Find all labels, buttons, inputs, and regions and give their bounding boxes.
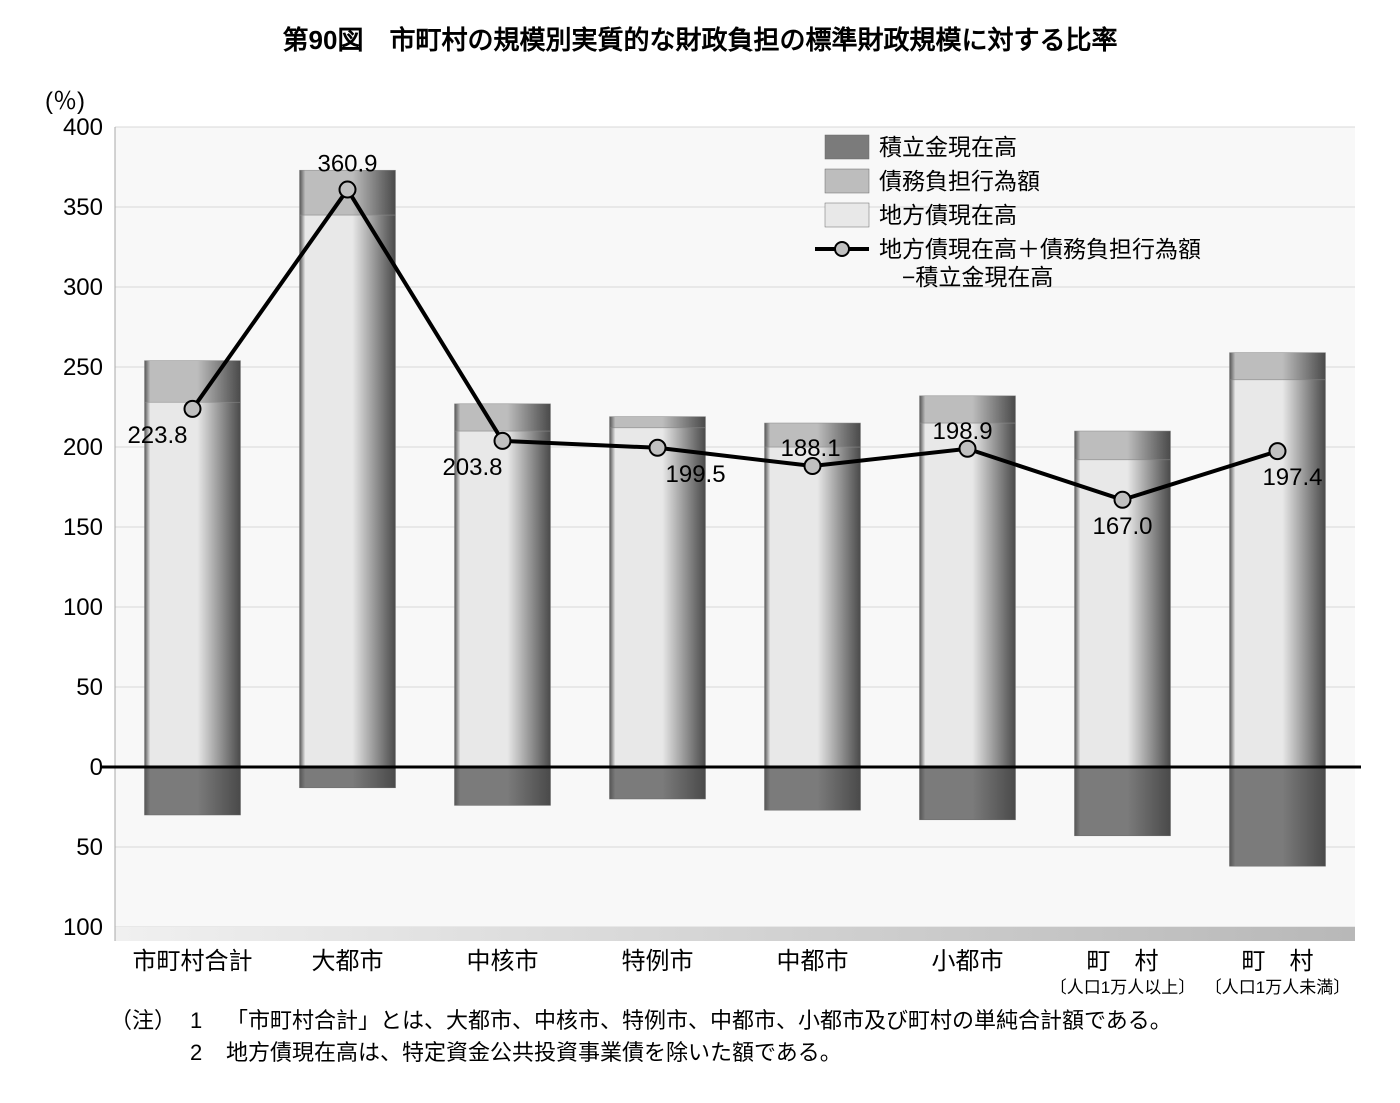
category-label: 中都市 [777,948,849,975]
bar-reserve [455,767,551,805]
svg-text:400: 400 [63,114,103,141]
line-value-label: 198.9 [933,418,993,445]
category-label: 特例市 [622,948,694,975]
bar-debt-commit [1230,353,1326,380]
category-label: 大都市 [312,948,384,975]
bar-reserve [1230,767,1326,866]
category-label: 小都市 [932,948,1004,975]
chart-plot: 400 350 300 250 200 150 100 50 0 50 100 (％) 223.8 360… [20,67,1380,997]
category-label: 中核市 [467,948,539,975]
bar-local-bonds [300,215,396,767]
line-marker [650,440,666,456]
line-value-label: 203.8 [442,454,502,481]
bar-debt-commit [610,417,706,428]
line-value-label: 188.1 [781,435,841,462]
legend-label: 地方債現在高＋債務負担行為額 [879,236,1201,262]
svg-text:50: 50 [76,674,103,701]
category-sublabel: 〔人口1万人以上〕 [1050,978,1195,997]
bar-local-bonds [765,447,861,767]
category-label: 町 村 [1087,948,1159,975]
line-marker [185,401,201,417]
legend-label: 積立金現在高 [879,134,1017,160]
line-value-label: 197.4 [1262,464,1322,491]
chart-notes: （注）1「市町村合計」とは、大都市、中核市、特例市、中都市、小都市及び町村の単純… [20,1005,1380,1069]
category-label: 市町村合計 [133,948,253,975]
line-value-label: 199.5 [666,461,726,488]
svg-text:50: 50 [76,834,103,861]
bar-debt-commit [145,361,241,403]
bar-reserve [145,767,241,815]
chart-title: 第90図 市町村の規模別実質的な財政負担の標準財政規模に対する比率 [20,20,1380,57]
bar-local-bonds [1230,380,1326,767]
bar-reserve [920,767,1016,820]
svg-text:(％): (％) [45,88,85,115]
bar-reserve [1075,767,1171,836]
legend-label: 債務負担行為額 [879,168,1040,194]
svg-text:100: 100 [63,914,103,941]
svg-text:200: 200 [63,434,103,461]
legend-label: 地方債現在高 [879,202,1017,228]
bar-debt-commit [1075,431,1171,460]
svg-text:300: 300 [63,274,103,301]
bar-local-bonds [145,402,241,767]
note-row: 2地方債現在高は、特定資金公共投資事業債を除いた額である。 [110,1037,1380,1069]
legend-label: −積立金現在高 [879,264,1053,290]
svg-text:0: 0 [90,754,103,781]
bar-reserve [610,767,706,799]
bar-reserve [765,767,861,810]
line-marker [1270,443,1286,459]
note-row: （注）1「市町村合計」とは、大都市、中核市、特例市、中都市、小都市及び町村の単純… [110,1005,1380,1037]
svg-text:150: 150 [63,514,103,541]
svg-text:250: 250 [63,354,103,381]
bar-reserve [300,767,396,788]
category-label: 町 村 [1242,948,1314,975]
line-marker [495,433,511,449]
bar-debt-commit [455,404,551,431]
line-value-label: 223.8 [127,422,187,449]
bar-local-bonds [455,431,551,767]
line-marker [1115,492,1131,508]
svg-text:100: 100 [63,594,103,621]
category-sublabel: 〔人口1万人未満〕 [1205,978,1350,997]
line-value-label: 167.0 [1092,513,1152,540]
line-value-label: 360.9 [317,151,377,178]
line-marker [340,182,356,198]
svg-text:350: 350 [63,194,103,221]
bar-local-bonds [920,423,1016,767]
